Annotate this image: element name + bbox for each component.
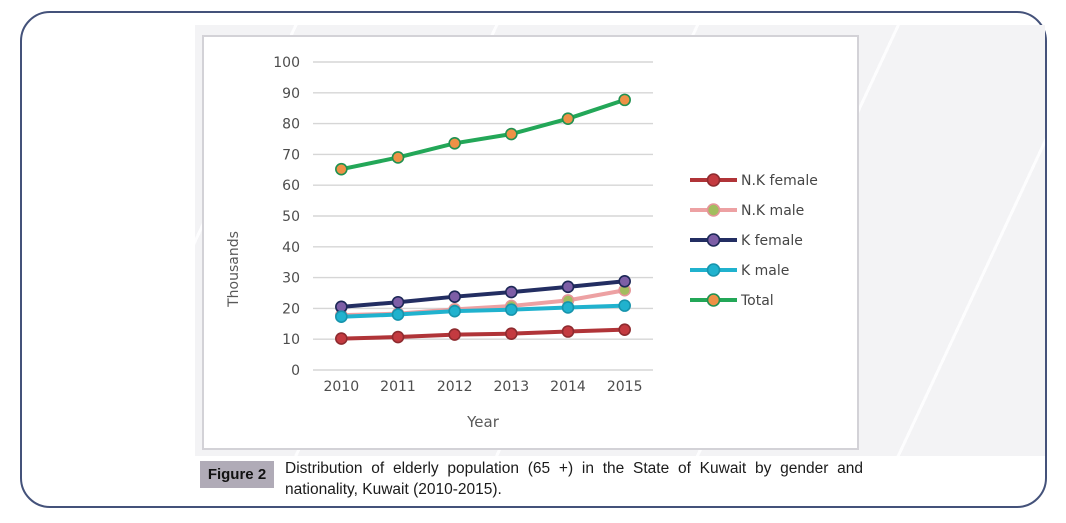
x-tick-label: 2014	[550, 379, 586, 395]
chart-panel: 0 10 20 30 40 50 60 70 80 90 100 2010 2011 2012 2013 20…	[202, 35, 859, 450]
x-tick-label: 2012	[437, 379, 473, 395]
data-point-marker	[561, 280, 575, 294]
x-tick-label: 2013	[494, 379, 530, 395]
y-tick-label: 50	[282, 209, 300, 225]
series-line	[339, 279, 627, 309]
y-tick-label: 100	[273, 55, 300, 71]
data-point-marker	[618, 274, 631, 288]
data-point-marker	[391, 330, 405, 344]
legend-label: K female	[741, 233, 803, 249]
data-point-marker	[448, 137, 461, 150]
data-point-marker	[391, 151, 405, 164]
legend-label: N.K male	[741, 203, 804, 219]
legend-marker-swatch	[706, 233, 721, 247]
series-line	[339, 327, 627, 341]
data-point-marker	[505, 303, 518, 316]
x-axis-title: Year	[466, 413, 500, 431]
legend-item-n-k-female: N.K female	[690, 173, 818, 189]
data-point-marker	[391, 308, 405, 321]
data-point-marker	[561, 325, 575, 338]
legend: N.K female N.K male K female K male Total	[690, 173, 818, 309]
data-point-marker	[505, 327, 518, 340]
data-point-marker	[448, 304, 461, 318]
y-tick-label: 40	[282, 240, 300, 256]
legend-item-k-female: K female	[690, 233, 803, 249]
y-tick-label: 90	[282, 86, 300, 102]
data-point-marker	[618, 299, 631, 312]
data-point-marker	[335, 332, 348, 345]
x-tick-label: 2015	[607, 379, 643, 395]
y-tick-label: 80	[282, 117, 300, 133]
data-point-marker	[505, 127, 518, 141]
data-point-marker	[561, 301, 575, 314]
data-point-marker	[335, 162, 348, 176]
legend-item-n-k-male: N.K male	[690, 203, 804, 219]
series-line	[339, 97, 627, 172]
figure-border-frame	[20, 11, 1047, 508]
data-point-marker	[448, 290, 461, 303]
x-tick-label: 2011	[380, 379, 416, 395]
data-point-marker	[618, 323, 631, 336]
x-tick-label: 2010	[324, 379, 360, 395]
data-point-marker	[618, 93, 631, 107]
data-point-marker	[335, 310, 348, 324]
x-axis-tick-labels: 2010 2011 2012 2013 2014 2015	[324, 379, 643, 395]
legend-item-k-male: K male	[690, 263, 789, 279]
series-k-female	[335, 274, 631, 314]
y-axis-tick-labels: 0 10 20 30 40 50 60 70 80 90 100	[273, 55, 300, 379]
data-point-marker	[448, 328, 461, 341]
series-k-male	[335, 299, 631, 324]
data-point-marker	[561, 112, 575, 125]
legend-label: N.K female	[741, 173, 818, 189]
series-line	[339, 303, 627, 319]
legend-marker-swatch	[706, 263, 721, 277]
series-total	[335, 93, 631, 176]
y-tick-label: 0	[291, 363, 300, 379]
y-tick-label: 70	[282, 147, 300, 163]
data-point-marker	[505, 285, 518, 299]
y-tick-label: 60	[282, 178, 300, 194]
legend-marker-swatch	[706, 203, 721, 217]
legend-label: K male	[741, 263, 789, 279]
y-tick-label: 10	[282, 332, 300, 348]
y-tick-label: 20	[282, 301, 300, 317]
legend-label: Total	[740, 293, 774, 309]
legend-marker-swatch	[706, 173, 721, 187]
series-n-k-female	[335, 323, 631, 345]
y-axis-title: Thousands	[226, 231, 242, 308]
figure-label-badge: Figure 2	[200, 461, 274, 488]
legend-item-total: Total	[690, 293, 774, 309]
legend-marker-swatch	[706, 293, 721, 307]
y-tick-label: 30	[282, 271, 300, 287]
data-point-marker	[391, 295, 405, 309]
figure-caption-text: Distribution of elderly population (65 +…	[285, 460, 863, 498]
